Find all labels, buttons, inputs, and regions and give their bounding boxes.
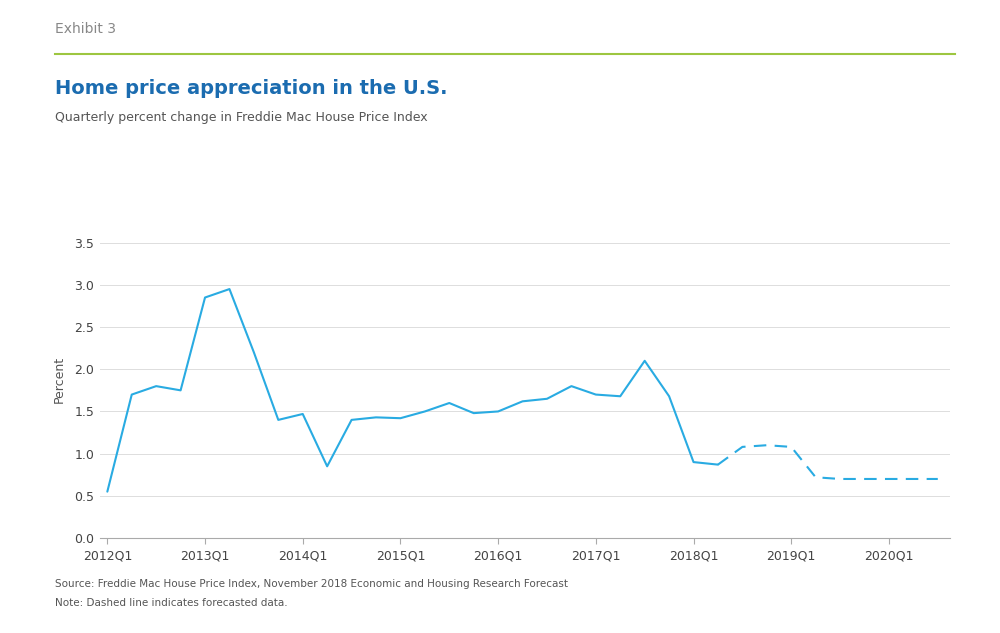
Text: Note: Dashed line indicates forecasted data.: Note: Dashed line indicates forecasted d… [55, 598, 288, 608]
Text: Source: Freddie Mac House Price Index, November 2018 Economic and Housing Resear: Source: Freddie Mac House Price Index, N… [55, 579, 568, 589]
Y-axis label: Percent: Percent [53, 356, 66, 403]
Text: Exhibit 3: Exhibit 3 [55, 22, 116, 36]
Text: Home price appreciation in the U.S.: Home price appreciation in the U.S. [55, 79, 448, 98]
Text: Quarterly percent change in Freddie Mac House Price Index: Quarterly percent change in Freddie Mac … [55, 111, 428, 124]
